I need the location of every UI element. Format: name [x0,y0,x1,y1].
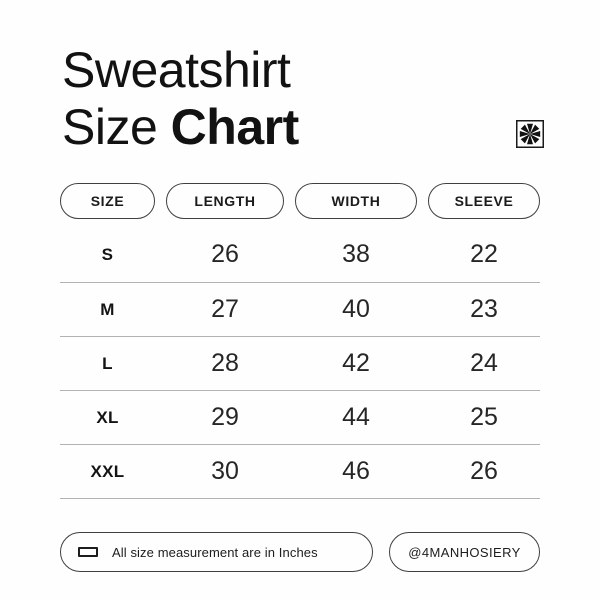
length-value: 28 [211,349,239,377]
sleeve-value: 26 [470,457,498,485]
brand-handle-pill: @4MANHOSIERY [389,532,540,572]
column-pill-sleeve: SLEEVE [428,183,540,219]
width-value: 38 [342,240,370,268]
size-label: XL [96,407,119,427]
width-value: 46 [342,457,370,485]
size-label: M [100,299,115,319]
width-value: 40 [342,295,370,323]
length-value: 29 [211,403,239,431]
length-value: 26 [211,240,239,268]
measure-rectangle-icon [78,547,98,557]
title-line1: Sweatshirt [62,42,291,98]
sleeve-value: 23 [470,295,498,323]
table-row: M 27 40 23 [60,283,540,337]
table-row: XL 29 44 25 [60,391,540,445]
measurement-note-text: All size measurement are in Inches [112,544,318,560]
width-value: 44 [342,403,370,431]
sleeve-value: 24 [470,349,498,377]
length-value: 30 [211,457,239,485]
sleeve-value: 25 [470,403,498,431]
size-label: XXL [90,461,125,481]
table-row: XXL 30 46 26 [60,445,540,499]
brand-handle-text: @4MANHOSIERY [408,544,521,560]
title-line2: Size Chart [62,99,299,156]
title-word-chart: Chart [170,99,300,155]
size-label: L [102,353,113,373]
table-row: S 26 38 22 [60,219,540,283]
width-value: 42 [342,349,370,377]
length-value: 27 [211,295,239,323]
footer: All size measurement are in Inches @4MAN… [60,532,540,572]
table-row: L 28 42 24 [60,337,540,391]
title-word-size: Size [62,99,158,155]
size-label: S [101,244,114,264]
size-table: S 26 38 22 M 27 40 23 L 28 42 24 XL 29 4… [60,219,540,499]
page-title: Sweatshirt Size Chart [62,42,299,156]
column-pill-length: LENGTH [166,183,284,219]
table-column-headers: SIZE LENGTH WIDTH SLEEVE [60,183,540,219]
column-pill-size: SIZE [60,183,155,219]
sleeve-value: 22 [470,240,498,268]
column-pill-width: WIDTH [295,183,417,219]
boxed-asterisk-icon [516,120,544,148]
measurement-note-pill: All size measurement are in Inches [60,532,373,572]
